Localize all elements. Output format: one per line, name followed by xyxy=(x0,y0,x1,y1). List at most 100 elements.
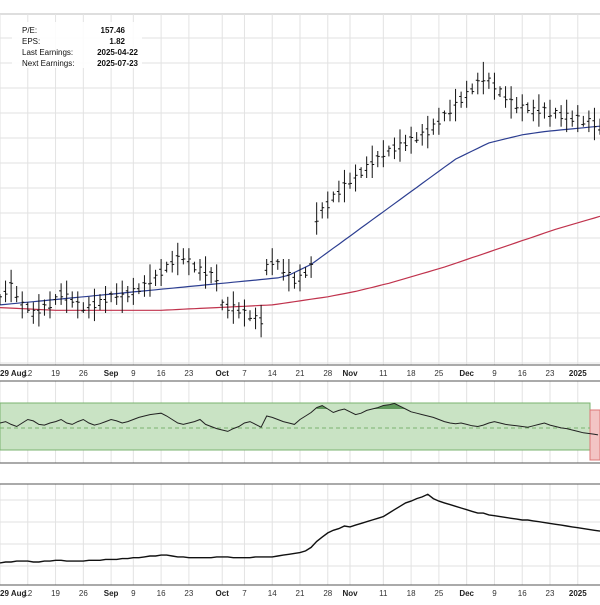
price-bar xyxy=(25,302,30,313)
price-bar xyxy=(53,294,58,305)
x-tick-label: 19 xyxy=(51,589,60,598)
price-bar xyxy=(481,61,486,95)
price-bar xyxy=(503,86,508,108)
price-bar xyxy=(59,283,64,305)
price-bar xyxy=(148,264,152,297)
price-bar xyxy=(314,202,319,235)
x-tick-label: 16 xyxy=(157,589,166,598)
price-bar xyxy=(64,280,69,313)
price-bar xyxy=(425,115,430,149)
price-bar xyxy=(553,107,558,119)
price-bar xyxy=(248,310,252,322)
price-bar xyxy=(136,283,141,295)
indicator-overbought-fill xyxy=(316,403,406,409)
price-bar xyxy=(86,296,91,319)
price-bar xyxy=(342,169,347,203)
x-tick-label: 11 xyxy=(379,589,388,598)
price-bar xyxy=(131,277,136,305)
overbought-area xyxy=(316,405,328,409)
price-bar xyxy=(298,264,302,292)
x-tick-label: 16 xyxy=(518,589,527,598)
x-tick-label: 26 xyxy=(79,589,88,598)
price-bar xyxy=(198,259,202,281)
eps-label: EPS: xyxy=(22,37,40,46)
price-bar xyxy=(370,145,375,178)
price-bar xyxy=(170,250,175,273)
price-grid xyxy=(0,14,600,365)
last-earnings-value: 2025-04-22 xyxy=(97,48,138,57)
x-tick-label: Oct xyxy=(216,589,230,598)
x-tick-label: 9 xyxy=(131,369,136,378)
price-bar xyxy=(448,99,452,122)
x-tick-label: 25 xyxy=(434,589,443,598)
x-tick-label: 16 xyxy=(518,369,527,378)
price-bar xyxy=(575,105,580,133)
price-bar xyxy=(325,191,330,219)
price-bar xyxy=(470,83,475,95)
price-bar xyxy=(509,86,514,119)
x-tick-label: 23 xyxy=(184,369,193,378)
x-tick-label: 12 xyxy=(23,369,32,378)
x-tick-label: Oct xyxy=(216,369,230,378)
x-tick-label: 7 xyxy=(242,589,247,598)
indicator-line xyxy=(0,402,599,436)
x-tick-label: Nov xyxy=(342,589,358,598)
price-bar xyxy=(0,294,2,305)
price-bar xyxy=(292,272,297,289)
x-tick-label: 18 xyxy=(407,589,416,598)
price-bar xyxy=(436,107,441,135)
x-tick-label: 7 xyxy=(242,369,247,378)
next-earnings-value: 2025-07-23 xyxy=(97,59,138,68)
price-bar xyxy=(175,242,180,276)
price-bar xyxy=(464,80,469,108)
x-tick-label: Sep xyxy=(104,369,119,378)
price-bar xyxy=(303,267,308,278)
price-bar xyxy=(486,72,491,89)
price-bar xyxy=(120,280,125,313)
price-bar xyxy=(586,110,591,133)
x-tick-label: Sep xyxy=(104,589,119,598)
indicator-band-overflow xyxy=(589,409,600,461)
price-bar xyxy=(259,304,264,338)
price-bar xyxy=(142,275,147,297)
price-bar xyxy=(281,259,286,281)
x-tick-label: 12 xyxy=(23,589,32,598)
price-bar xyxy=(164,261,169,273)
price-bar xyxy=(525,102,530,114)
price-bar xyxy=(220,299,225,311)
price-bar xyxy=(159,259,164,286)
price-bar xyxy=(403,134,408,151)
price-bar xyxy=(192,261,197,273)
fundamentals-box: P/E: 157.46 EPS: 1.82 Last Earnings: 202… xyxy=(12,22,142,68)
price-bar xyxy=(398,129,402,162)
x-tick-label: 23 xyxy=(546,589,555,598)
price-bar xyxy=(336,180,341,203)
price-bar xyxy=(492,72,497,100)
next-earnings-label: Next Earnings: xyxy=(22,59,74,68)
price-bar xyxy=(498,86,502,97)
price-bar xyxy=(320,202,325,219)
price-bar xyxy=(386,145,391,157)
price-bar xyxy=(420,124,425,146)
price-bar xyxy=(70,291,75,308)
price-bar xyxy=(264,259,269,276)
price-bar xyxy=(392,137,397,160)
x-tick-label: Dec xyxy=(459,589,474,598)
price-bar xyxy=(236,302,241,319)
price-bar xyxy=(75,291,80,319)
price-bar xyxy=(592,107,597,141)
price-bars xyxy=(0,61,600,338)
price-bar xyxy=(42,299,47,316)
x-tick-label: 2025 xyxy=(569,369,587,378)
x-tick-label: 9 xyxy=(492,369,497,378)
price-bar xyxy=(275,259,280,270)
price-bar xyxy=(381,140,386,168)
price-bar xyxy=(181,248,186,265)
price-bar xyxy=(48,291,52,319)
price-bar xyxy=(514,97,519,114)
x-tick-label: 28 xyxy=(323,589,332,598)
price-bar xyxy=(581,115,586,127)
